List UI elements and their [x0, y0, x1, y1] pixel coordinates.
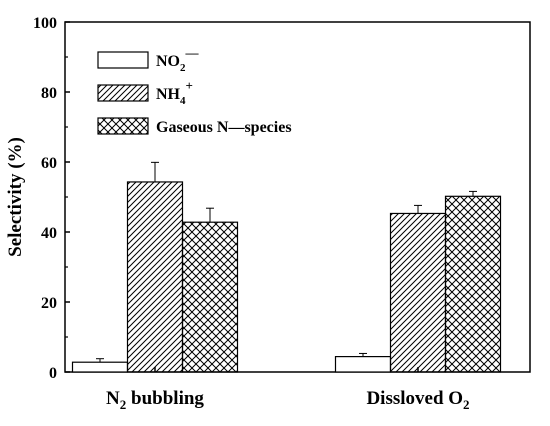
legend-label: Gaseous N—species	[156, 119, 292, 136]
legend-swatch	[97, 51, 149, 69]
bar	[71, 361, 129, 373]
bar	[389, 212, 447, 373]
y-tick-label: 60	[41, 155, 57, 172]
bars-group	[71, 161, 502, 373]
legend-label: NO2—	[156, 45, 200, 74]
y-tick-label: 20	[41, 295, 57, 312]
legend-label: NH4+	[156, 78, 193, 107]
y-tick-label: 0	[49, 365, 57, 382]
y-tick-label: 100	[33, 15, 57, 32]
x-tick-label: Dissloved O2	[366, 388, 469, 412]
x-tick-label: N2 bubbling	[106, 388, 204, 412]
bar	[181, 221, 239, 373]
y-tick-label: 80	[41, 85, 57, 102]
y-tick-label: 40	[41, 225, 57, 242]
legend: NO2— NH4+ Gaseous N—species	[97, 45, 292, 136]
axes-group: 0 20 40 60 80 100 Selectivity (%) N2 bubbling Di…	[5, 15, 470, 412]
legend-swatch	[97, 84, 149, 102]
bar	[444, 195, 502, 373]
bar	[334, 356, 392, 373]
legend-swatch	[97, 117, 149, 135]
y-axis-label: Selectivity (%)	[5, 137, 26, 257]
bar	[126, 181, 184, 373]
